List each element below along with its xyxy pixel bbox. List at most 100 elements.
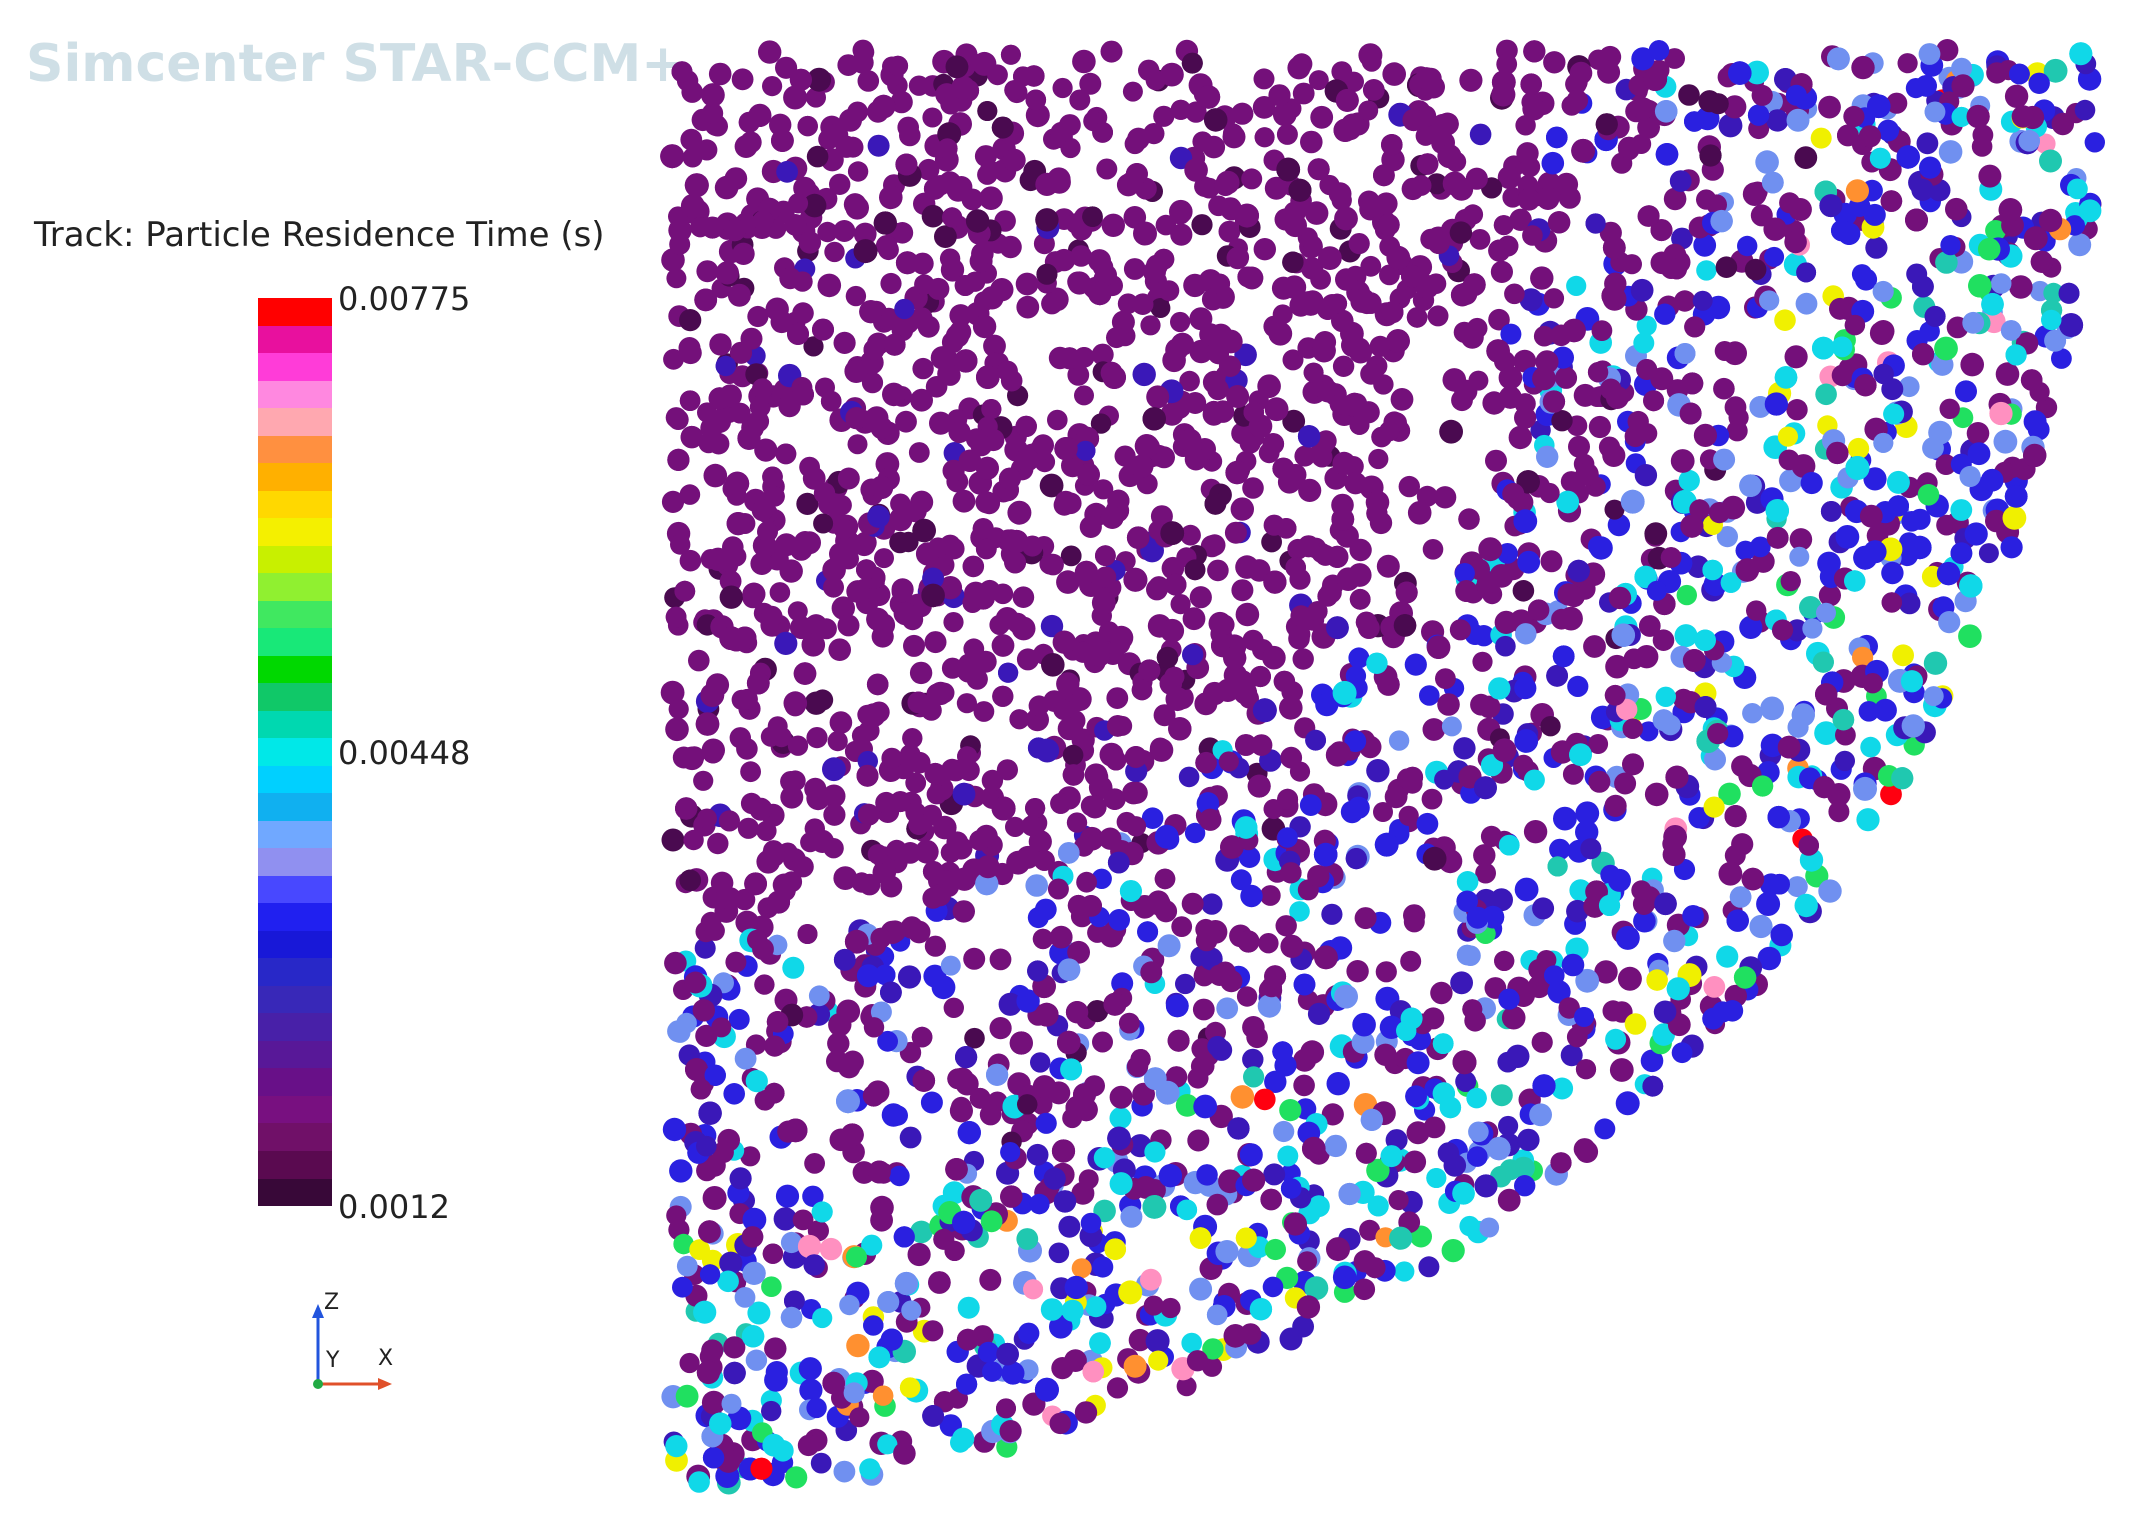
particle	[1638, 721, 1659, 742]
particle	[1300, 130, 1323, 154]
particle	[1299, 292, 1323, 316]
particle	[1602, 443, 1626, 467]
particle	[1091, 590, 1116, 615]
particle	[1737, 235, 1758, 257]
particle	[770, 310, 793, 334]
particle	[1004, 80, 1025, 101]
particle	[811, 1201, 833, 1223]
particle	[1688, 807, 1710, 829]
particle	[917, 315, 940, 338]
particle	[679, 869, 701, 892]
particle	[2023, 226, 2048, 251]
particle	[952, 489, 976, 513]
particle	[843, 1382, 865, 1404]
particle	[998, 467, 1021, 490]
particle	[1057, 958, 1081, 981]
color-band	[258, 325, 332, 354]
particle	[1042, 553, 1064, 576]
particle	[729, 727, 751, 749]
particle	[1235, 734, 1257, 756]
particle	[857, 70, 880, 92]
particle	[1654, 892, 1677, 916]
particle	[1634, 464, 1658, 487]
particle	[1351, 1030, 1375, 1054]
particle	[1308, 70, 1329, 91]
particle	[1109, 1085, 1133, 1109]
particle	[1632, 97, 1655, 120]
color-band	[258, 1013, 332, 1041]
particle	[1682, 905, 1704, 927]
particle	[671, 61, 693, 83]
particle	[870, 1208, 893, 1232]
particle	[1051, 1139, 1076, 1163]
particle	[1233, 681, 1258, 705]
particle	[1332, 451, 1356, 476]
particle	[676, 1255, 698, 1277]
particle	[704, 1064, 726, 1087]
particle	[1272, 1041, 1293, 1062]
particle	[1473, 776, 1497, 800]
particle	[1419, 685, 1440, 706]
particle	[1708, 501, 1730, 524]
particle	[746, 671, 770, 695]
particle	[1321, 903, 1343, 925]
particle	[1288, 627, 1310, 650]
particle	[1070, 245, 1092, 267]
particle	[1158, 1164, 1183, 1188]
particle	[812, 689, 834, 711]
particle	[1831, 219, 1853, 242]
particle	[1531, 1031, 1553, 1053]
particle	[1622, 753, 1644, 776]
particle	[1515, 115, 1536, 136]
particle	[989, 1017, 1012, 1040]
particle	[1114, 445, 1136, 467]
particle	[948, 421, 971, 443]
particle	[1916, 132, 1939, 155]
particle	[1777, 426, 1798, 447]
particle	[803, 336, 824, 357]
particle	[1731, 833, 1754, 856]
particle	[692, 999, 715, 1022]
particle	[669, 233, 691, 255]
particle	[1293, 1048, 1317, 1072]
particle	[1575, 801, 1600, 826]
color-band	[258, 958, 332, 986]
particle	[1313, 842, 1338, 867]
particle	[1201, 893, 1223, 915]
particle	[1605, 386, 1629, 409]
particle	[1497, 543, 1518, 564]
particle	[965, 209, 990, 233]
particle	[827, 731, 848, 752]
particle	[1360, 255, 1382, 277]
particle	[1472, 651, 1493, 672]
particle	[1747, 104, 1770, 126]
particle	[1380, 1145, 1403, 1168]
particle	[1202, 135, 1226, 159]
particle	[1027, 907, 1049, 929]
particle	[1355, 1142, 1377, 1164]
particle	[1023, 1279, 1044, 1300]
particle	[1462, 273, 1486, 297]
particle	[1934, 336, 1958, 361]
particle	[1813, 776, 1836, 799]
particle	[1744, 258, 1767, 281]
particle	[899, 1377, 921, 1398]
particle	[1087, 922, 1108, 943]
particle	[1283, 1212, 1307, 1236]
particle	[1093, 479, 1114, 500]
particle	[1617, 136, 1641, 159]
particle	[901, 1300, 922, 1321]
particle	[1462, 204, 1484, 225]
particle	[774, 533, 798, 557]
particle	[1427, 305, 1449, 327]
y-axis-dot	[313, 1379, 323, 1389]
particle	[1207, 1036, 1228, 1057]
particle	[894, 1271, 919, 1296]
color-scale-bar[interactable]	[258, 298, 332, 1207]
particle	[780, 785, 804, 809]
particle	[1763, 217, 1787, 241]
particle	[870, 927, 892, 949]
particle	[1502, 483, 1525, 505]
